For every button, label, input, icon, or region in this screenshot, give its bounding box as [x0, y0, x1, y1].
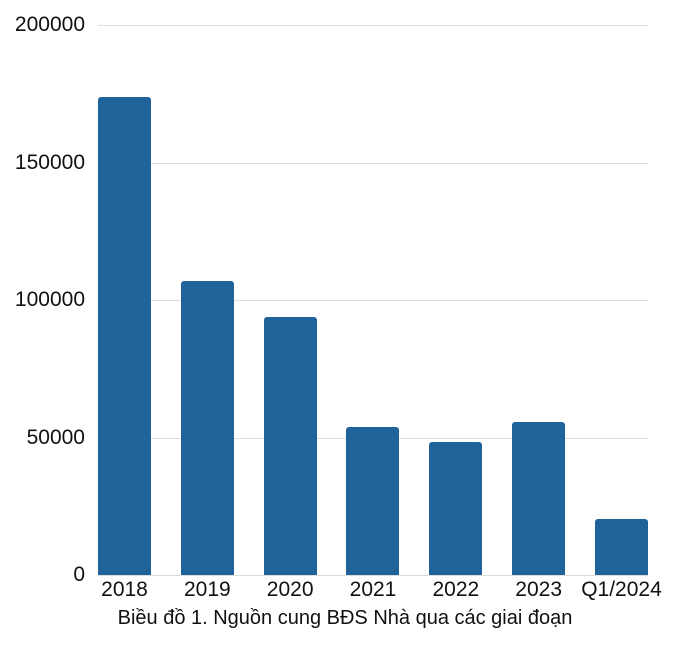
bar-2022	[429, 441, 483, 575]
bar-2018	[98, 96, 151, 575]
x-axis-tick-labels: 2018 2019 2020 2021 2022 2023 Q1/2024	[98, 578, 662, 605]
plot-area	[98, 25, 648, 576]
bar-2021	[346, 426, 400, 575]
x-tick-label: 2021	[349, 578, 397, 601]
bar-2023	[512, 422, 566, 575]
y-tick-label: 0	[73, 563, 85, 586]
x-tick-label: 2019	[183, 578, 231, 601]
y-tick-label: 50000	[26, 425, 85, 449]
y-tick-label: 100000	[14, 288, 85, 311]
bar-Q1/2024	[594, 518, 648, 575]
gridline	[98, 575, 648, 576]
gridline	[98, 162, 648, 164]
x-tick-label: Q1/2024	[581, 578, 662, 601]
bar-2019	[180, 280, 234, 575]
y-tick-label: 200000	[14, 13, 85, 36]
bar-2020	[263, 316, 317, 575]
gridline	[98, 300, 648, 301]
x-tick-label: 2022	[432, 578, 480, 601]
x-tick-label: 2023	[515, 578, 563, 601]
chart-title: Biều đồ 1. Nguồn cung BĐS Nhà qua các gi…	[117, 607, 573, 629]
bars-group	[98, 25, 648, 575]
gridline	[98, 25, 648, 26]
y-tick-label: 150000	[14, 150, 85, 174]
x-tick-label: 2018	[101, 578, 148, 601]
x-tick-label: 2020	[266, 578, 314, 601]
